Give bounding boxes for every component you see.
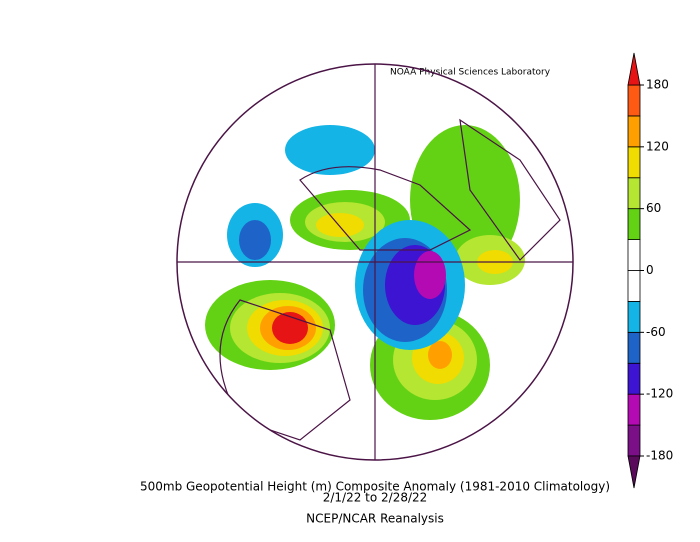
color-bin — [627, 115, 641, 148]
color-bin — [627, 84, 641, 117]
credit: NOAA Physical Sciences Laboratory — [390, 68, 551, 78]
over-arrow — [627, 52, 641, 86]
anomaly-map — [205, 118, 561, 441]
colorbar: 180 120 60 0 -60 -120 -180 — [627, 52, 673, 489]
tick-label: -60 — [646, 325, 666, 339]
tick-label: 180 — [646, 78, 669, 92]
color-bin — [627, 424, 641, 457]
color-bin — [627, 393, 641, 426]
tick-label: 120 — [646, 139, 669, 153]
tick-label: 60 — [646, 201, 661, 215]
color-bin — [627, 362, 641, 395]
caption-dates: 2/1/22 to 2/28/22 — [323, 491, 428, 505]
tick-label: -120 — [646, 387, 673, 401]
color-bin — [627, 208, 641, 240]
under-arrow — [627, 455, 641, 489]
color-bin — [627, 270, 641, 302]
color-bin — [627, 239, 641, 271]
tick-label: -180 — [646, 449, 673, 463]
tick-label: 0 — [646, 263, 654, 277]
color-bin — [627, 146, 641, 179]
caption-title: 500mb Geopotential Height (m) Composite … — [140, 480, 610, 494]
color-bin — [627, 177, 641, 210]
caption-source: NCEP/NCAR Reanalysis — [306, 512, 444, 526]
color-bin — [627, 331, 641, 364]
color-bin — [627, 301, 641, 333]
